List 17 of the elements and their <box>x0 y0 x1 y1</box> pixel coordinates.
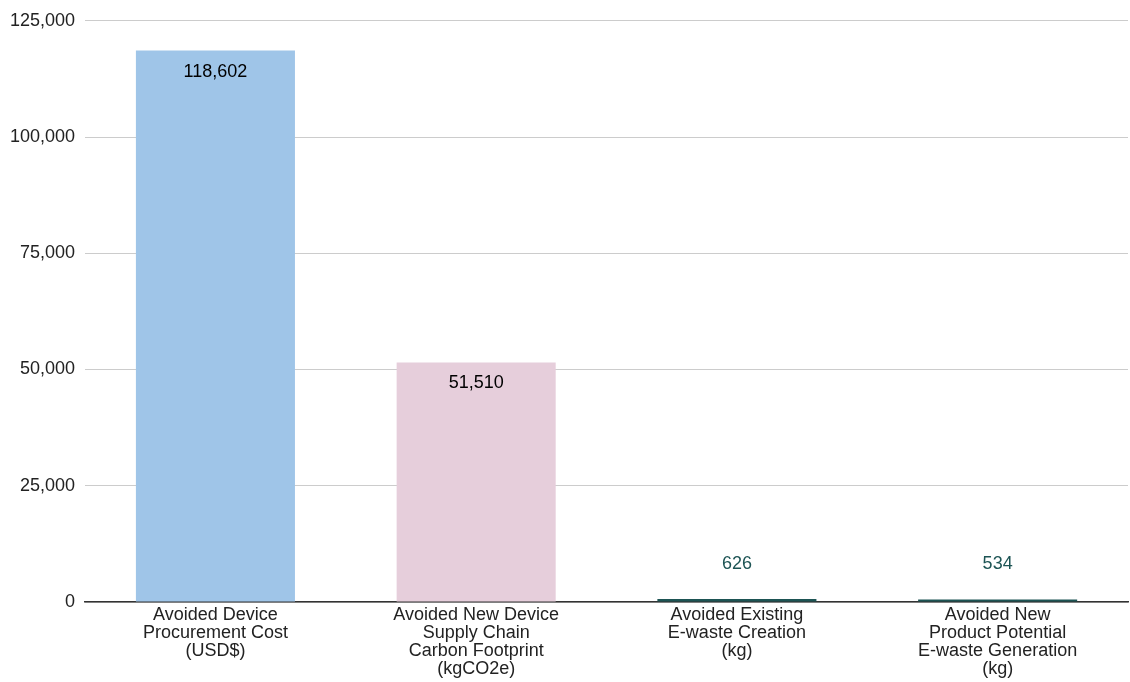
y-tick-label: 75,000 <box>20 242 76 263</box>
x-tick-label: Avoided New Product Potential E-waste Generation (kg) <box>918 603 1078 678</box>
y-tick-label: 125,000 <box>9 9 76 30</box>
bar <box>135 50 295 602</box>
x-tick-label: Avoided Device Procurement Cost (USD$) <box>142 603 288 660</box>
bar <box>657 599 817 602</box>
y-tick-label: 50,000 <box>20 358 76 379</box>
data-label: 626 <box>721 553 752 574</box>
y-tick-label: 0 <box>65 590 76 611</box>
data-label: 51,510 <box>448 372 504 393</box>
data-label: 534 <box>982 553 1013 574</box>
x-tick-label: Avoided Existing E-waste Creation (kg) <box>667 603 806 660</box>
bar <box>396 362 556 602</box>
y-tick-label: 100,000 <box>9 126 76 147</box>
y-tick-label: 25,000 <box>20 474 76 495</box>
data-label: 118,602 <box>183 60 248 81</box>
x-tick-label: Avoided New Device Supply Chain Carbon Footprint (kgCO2e) <box>393 603 560 678</box>
